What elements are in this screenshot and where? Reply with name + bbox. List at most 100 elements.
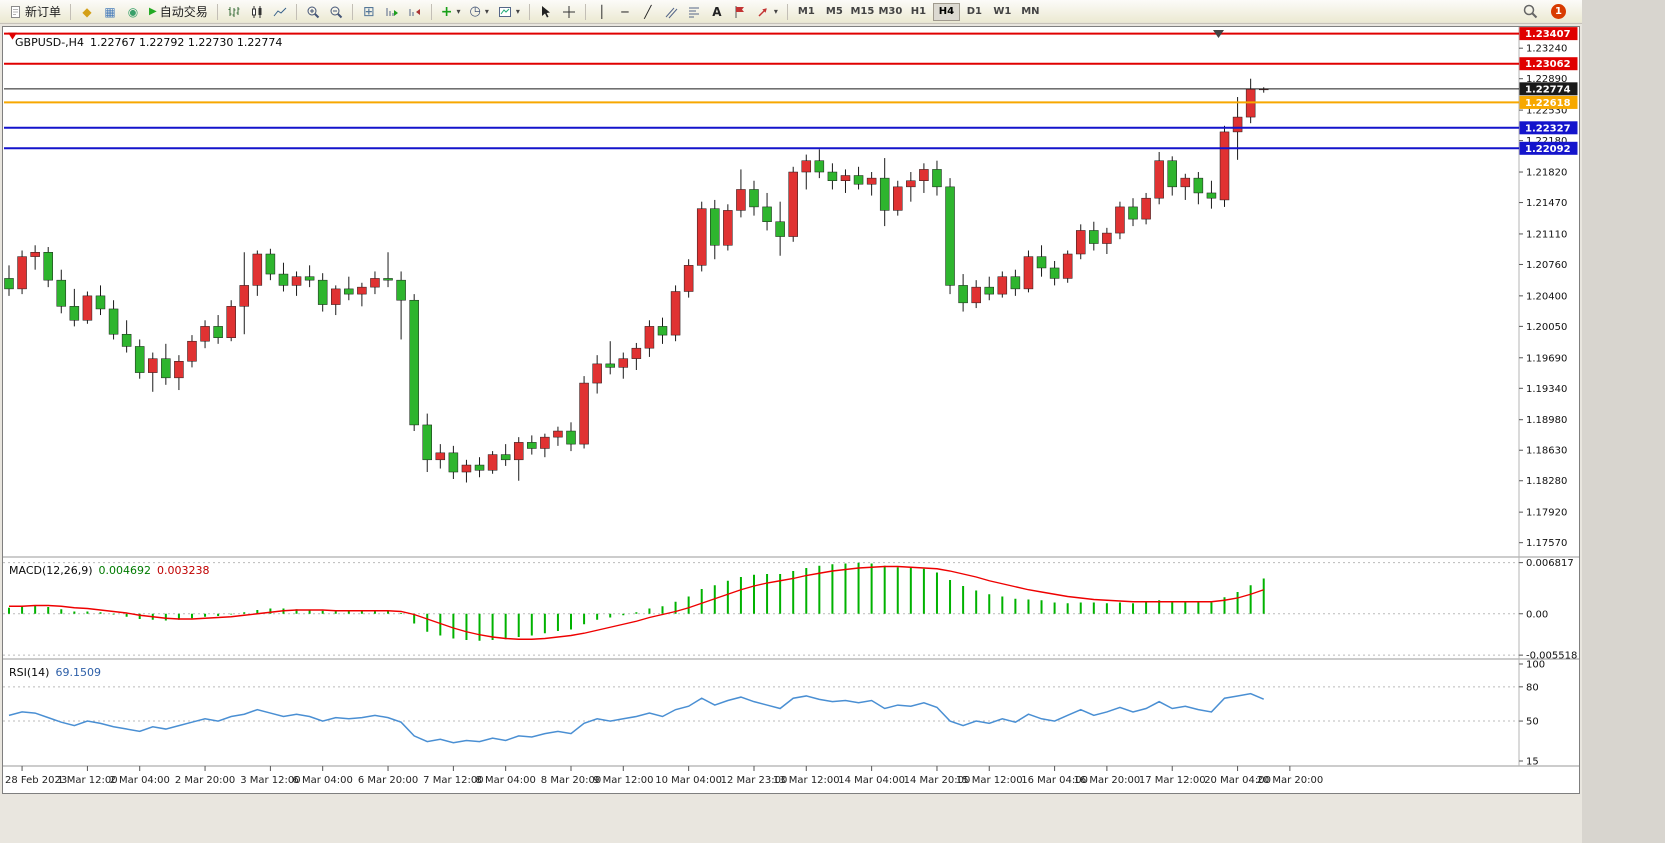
autotrading-label: 自动交易 [159,5,208,19]
horizontal-line-button[interactable]: ─ [614,2,636,22]
tile-windows-icon: ⊞ [362,3,375,20]
timeframe-w1-button[interactable]: W1 [989,3,1016,21]
crosshair-icon [562,5,575,18]
svg-text:1.21820: 1.21820 [1526,168,1567,179]
trendline-button[interactable]: ╱ [637,2,659,22]
svg-text:1.22890: 1.22890 [1526,74,1567,85]
timeframe-h1-button[interactable]: H1 [905,3,932,21]
macd-pane: 0.006817 0.00 -0.005518 [3,558,1577,662]
tile-windows-button[interactable]: ⊞ [358,2,380,22]
chevron-down-icon: ▾ [515,7,520,16]
svg-text:28 Feb 2023: 28 Feb 2023 [5,775,67,786]
channel-icon [665,7,678,18]
timeframe-bar: M1 M5 M15 M30 H1 H4 D1 W1 MN [793,2,1044,21]
svg-text:1.22327: 1.22327 [1525,123,1571,134]
horizontal-line-icon: ─ [621,4,629,19]
svg-text:0.006817: 0.006817 [1526,558,1574,569]
add-indicator-button[interactable]: + ▾ [437,2,465,22]
svg-text:1.18280: 1.18280 [1526,476,1567,487]
svg-text:1.22530: 1.22530 [1526,106,1567,117]
price-level-box [1519,57,1578,71]
auto-scroll-button[interactable] [381,2,403,22]
price-scale[interactable]: 1.23240 1.22890 1.22530 1.22180 1.21820 1.214… [1519,44,1567,549]
chart-window-button[interactable]: ▦ [99,2,121,22]
text-tool-button[interactable]: A [706,2,728,22]
svg-text:-0.005518: -0.005518 [1526,651,1577,662]
line-chart-button[interactable] [269,2,291,22]
price-level-box [1519,121,1578,135]
bar-chart-button[interactable] [223,2,245,22]
candlestick-series [4,78,1269,483]
timeframe-m15-button[interactable]: M15 [849,3,876,21]
new-order-button[interactable]: 新订单 [4,2,65,22]
toolbar: 新订单 ◆ ▦ ◉ ▶ 自动交易 ⊞ + ▾ ◷ ▾ ▾ │ ─ ╱ [0,0,1582,24]
timeframe-d1-button[interactable]: D1 [961,3,988,21]
svg-text:17 Mar 12:00: 17 Mar 12:00 [1139,775,1206,786]
svg-text:10 Mar 04:00: 10 Mar 04:00 [655,775,722,786]
rsi-indicator-name: RSI(14) [9,666,50,679]
period-button[interactable]: ◷ ▾ [465,2,492,22]
vertical-line-button[interactable]: │ [591,2,613,22]
search-button[interactable] [1519,2,1542,22]
text-tool-icon: A [712,4,722,19]
notification-badge[interactable]: 1 [1551,4,1566,19]
chart-shift-button[interactable] [404,2,426,22]
svg-text:16 Mar 20:00: 16 Mar 20:00 [1073,775,1140,786]
toolbar-separator [70,3,72,20]
timeframe-m30-button[interactable]: M30 [877,3,904,21]
toolbar-separator [216,3,218,20]
label-button[interactable] [729,2,751,22]
macd-main-value: 0.004692 [98,564,152,577]
crosshair-button[interactable] [558,2,580,22]
candlestick-chart-button[interactable] [246,2,268,22]
chart-area[interactable]: 1.23240 1.22890 1.22530 1.22180 1.21820 1.214… [2,26,1580,794]
trendline-icon: ╱ [644,4,652,19]
template-button[interactable]: ▾ [494,2,524,22]
svg-text:50: 50 [1526,717,1539,728]
svg-text:1.22774: 1.22774 [1525,84,1571,95]
cursor-button[interactable] [535,2,557,22]
price-chart[interactable]: 1.23240 1.22890 1.22530 1.22180 1.21820 1.214… [3,27,1579,793]
svg-text:1.23062: 1.23062 [1525,59,1571,70]
timeframe-h4-button[interactable]: H4 [932,2,960,21]
gold-badge-button[interactable]: ◆ [76,2,98,22]
zoom-out-button[interactable] [325,2,347,22]
gold-badge-icon: ◆ [82,4,92,19]
auto-scroll-icon [386,7,398,16]
line-marker-icon [8,32,17,40]
macd-signal-line [9,565,1264,640]
price-level-box [1519,82,1578,96]
line-chart-icon [273,7,287,16]
timeframe-mn-button[interactable]: MN [1017,3,1044,21]
toolbar-right: 1 [1519,2,1578,22]
svg-text:1.23407: 1.23407 [1525,29,1571,40]
chart-window-icon: ▦ [104,4,116,19]
svg-text:1.18630: 1.18630 [1526,446,1567,457]
autotrading-button[interactable]: ▶ 自动交易 [145,2,212,22]
svg-text:1.18980: 1.18980 [1526,415,1567,426]
svg-text:2 Mar 20:00: 2 Mar 20:00 [175,775,235,786]
svg-text:1.19690: 1.19690 [1526,353,1567,364]
symbol-period-label: GBPUSD-,H4 [15,36,84,49]
svg-text:3 Mar 12:00: 3 Mar 12:00 [240,775,300,786]
svg-text:14 Mar 04:00: 14 Mar 04:00 [838,775,905,786]
bar-chart-icon [228,6,240,17]
zoom-in-button[interactable] [302,2,324,22]
rsi-pane: 100 80 50 15 [3,660,1545,768]
channel-button[interactable] [660,2,682,22]
arrows-button[interactable]: ▾ [752,2,782,22]
price-level-box [1519,27,1578,41]
clock-icon: ◷ [469,4,481,19]
cursor-icon [541,5,550,17]
svg-text:1.17570: 1.17570 [1526,538,1567,549]
chart-shift-marker[interactable] [1213,30,1224,38]
search-icon [1523,4,1538,19]
timeframe-m1-button[interactable]: M1 [793,3,820,21]
macd-signal-value: 0.003238 [157,564,210,577]
ohlc-label: 1.22767 1.22792 1.22730 1.22774 [89,36,283,49]
svg-text:2 Mar 04:00: 2 Mar 04:00 [109,775,169,786]
timeframe-m5-button[interactable]: M5 [821,3,848,21]
fibonacci-button[interactable] [683,2,705,22]
broadcast-button[interactable]: ◉ [122,2,144,22]
